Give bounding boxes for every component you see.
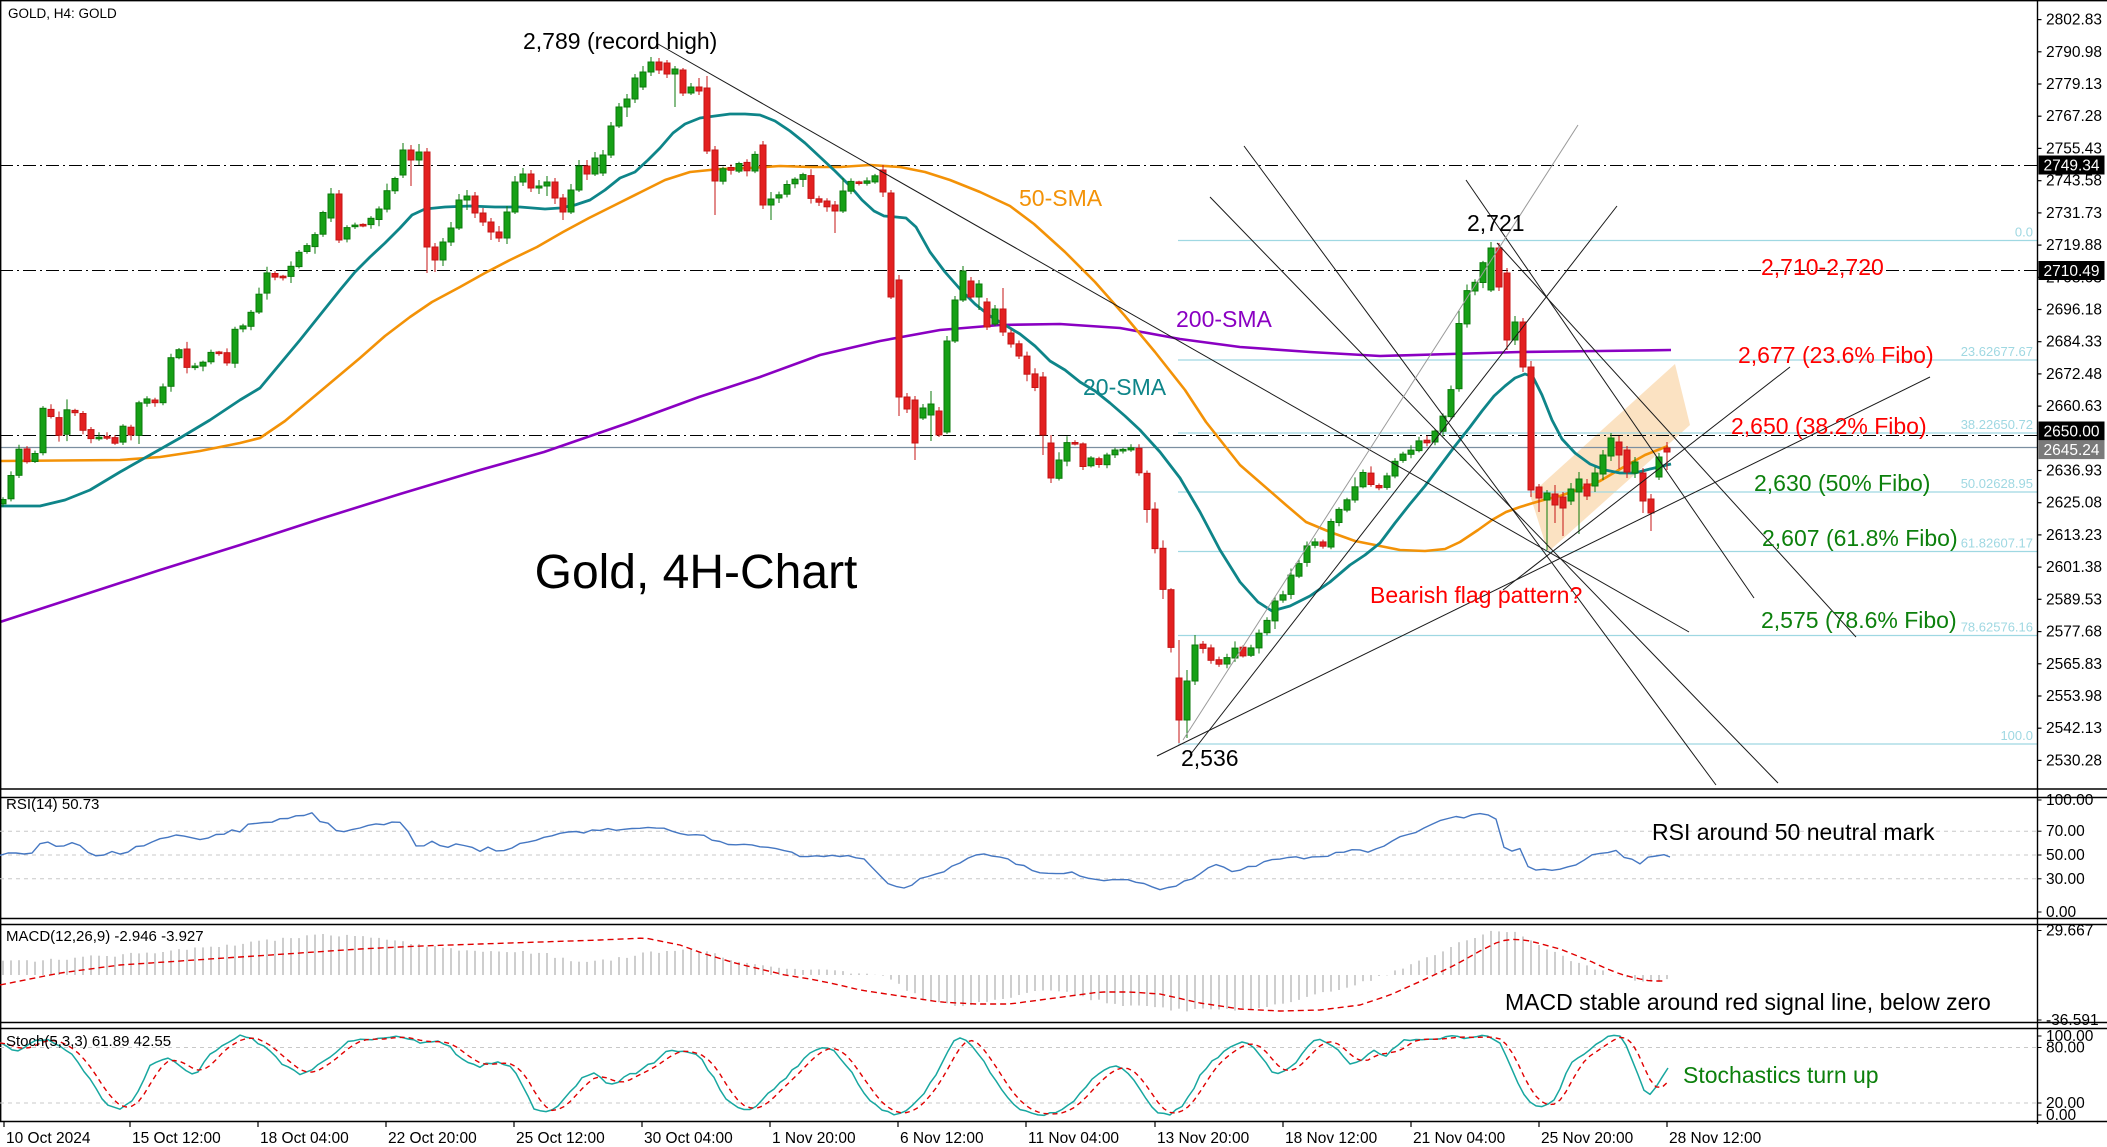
svg-text:2731.73: 2731.73 (2046, 205, 2102, 222)
svg-text:0.00: 0.00 (2046, 1107, 2077, 1124)
svg-text:2749.34: 2749.34 (2044, 158, 2100, 175)
svg-text:2542.13: 2542.13 (2046, 720, 2102, 737)
svg-text:2613.23: 2613.23 (2046, 527, 2102, 544)
svg-text:30 Oct 04:00: 30 Oct 04:00 (644, 1130, 733, 1147)
svg-text:23.62677.67: 23.62677.67 (1961, 344, 2033, 359)
svg-text:2,677 (23.6% Fibo): 2,677 (23.6% Fibo) (1738, 342, 1934, 368)
svg-text:2625.08: 2625.08 (2046, 495, 2102, 512)
svg-text:2,536: 2,536 (1181, 745, 1239, 771)
svg-text:2767.28: 2767.28 (2046, 108, 2102, 125)
svg-text:78.62576.16: 78.62576.16 (1961, 620, 2033, 635)
svg-text:21 Nov 04:00: 21 Nov 04:00 (1413, 1130, 1506, 1147)
svg-text:Stochastics turn up: Stochastics turn up (1683, 1062, 1879, 1088)
svg-text:Bearish flag pattern?: Bearish flag pattern? (1370, 582, 1582, 608)
svg-text:25 Oct 12:00: 25 Oct 12:00 (516, 1130, 605, 1147)
svg-text:38.22650.72: 38.22650.72 (1961, 417, 2033, 432)
svg-text:11 Nov 04:00: 11 Nov 04:00 (1028, 1130, 1119, 1147)
svg-text:30.00: 30.00 (2046, 871, 2085, 888)
svg-text:2,710-2,720: 2,710-2,720 (1761, 254, 1884, 280)
svg-text:2636.93: 2636.93 (2046, 463, 2102, 480)
svg-text:MACD(12,26,9) -2.946 -3.927: MACD(12,26,9) -2.946 -3.927 (6, 928, 204, 945)
svg-text:25 Nov 20:00: 25 Nov 20:00 (1541, 1130, 1634, 1147)
svg-text:2710.49: 2710.49 (2044, 263, 2100, 280)
svg-text:1 Nov 20:00: 1 Nov 20:00 (772, 1130, 856, 1147)
svg-text:80.00: 80.00 (2046, 1040, 2085, 1057)
svg-text:2802.83: 2802.83 (2046, 12, 2102, 29)
svg-text:2,650 (38.2% Fibo): 2,650 (38.2% Fibo) (1731, 413, 1927, 439)
svg-text:29.667: 29.667 (2046, 923, 2093, 940)
svg-text:6 Nov 12:00: 6 Nov 12:00 (900, 1130, 984, 1147)
svg-text:50.00: 50.00 (2046, 847, 2085, 864)
svg-text:2,721: 2,721 (1467, 210, 1525, 236)
svg-text:50-SMA: 50-SMA (1019, 185, 1103, 211)
svg-text:-36.591: -36.591 (2046, 1012, 2099, 1029)
svg-text:RSI around 50 neutral mark: RSI around 50 neutral mark (1652, 819, 1935, 845)
svg-text:2696.18: 2696.18 (2046, 302, 2102, 319)
svg-text:0.00: 0.00 (2046, 904, 2077, 921)
svg-text:100.00: 100.00 (2046, 792, 2094, 809)
svg-text:22 Oct 20:00: 22 Oct 20:00 (388, 1130, 477, 1147)
svg-text:18 Oct 04:00: 18 Oct 04:00 (260, 1130, 349, 1147)
svg-text:2645.24: 2645.24 (2044, 442, 2100, 459)
svg-text:2779.13: 2779.13 (2046, 76, 2102, 93)
svg-text:GOLD, H4: GOLD: GOLD, H4: GOLD (8, 6, 117, 21)
svg-text:2719.88: 2719.88 (2046, 237, 2102, 254)
svg-text:200-SMA: 200-SMA (1176, 306, 1273, 332)
svg-text:Gold, 4H-Chart: Gold, 4H-Chart (535, 546, 858, 599)
svg-text:2530.28: 2530.28 (2046, 752, 2102, 769)
svg-text:61.82607.17: 61.82607.17 (1961, 536, 2033, 551)
svg-text:MACD stable around red signal: MACD stable around red signal line, belo… (1505, 989, 1991, 1015)
svg-text:100.00: 100.00 (2046, 1028, 2094, 1045)
svg-text:Stoch(5,3,3) 61.89 42.55: Stoch(5,3,3) 61.89 42.55 (6, 1033, 171, 1050)
svg-text:2672.48: 2672.48 (2046, 366, 2102, 383)
svg-text:2790.98: 2790.98 (2046, 44, 2102, 61)
svg-text:2577.68: 2577.68 (2046, 624, 2102, 641)
svg-text:20.00: 20.00 (2046, 1095, 2085, 1112)
svg-text:2601.38: 2601.38 (2046, 559, 2102, 576)
svg-text:2755.43: 2755.43 (2046, 140, 2102, 157)
svg-text:20-SMA: 20-SMA (1083, 374, 1167, 400)
svg-text:10 Oct 2024: 10 Oct 2024 (6, 1130, 91, 1147)
svg-text:2650.00: 2650.00 (2044, 424, 2100, 441)
svg-text:2743.58: 2743.58 (2046, 173, 2102, 190)
svg-text:2565.83: 2565.83 (2046, 656, 2102, 673)
svg-text:13 Nov 20:00: 13 Nov 20:00 (1157, 1130, 1250, 1147)
svg-text:50.02628.95: 50.02628.95 (1961, 476, 2033, 491)
svg-text:2,789 (record high): 2,789 (record high) (523, 28, 717, 54)
svg-text:2660.63: 2660.63 (2046, 398, 2102, 415)
svg-text:RSI(14) 50.73: RSI(14) 50.73 (6, 796, 99, 813)
svg-text:15 Oct 12:00: 15 Oct 12:00 (132, 1130, 221, 1147)
svg-text:18 Nov 12:00: 18 Nov 12:00 (1285, 1130, 1378, 1147)
svg-text:2589.53: 2589.53 (2046, 591, 2102, 608)
svg-text:0.0: 0.0 (2015, 225, 2033, 240)
svg-text:2,575 (78.6% Fibo): 2,575 (78.6% Fibo) (1761, 607, 1957, 633)
svg-text:2684.33: 2684.33 (2046, 334, 2102, 351)
svg-text:2,607 (61.8% Fibo): 2,607 (61.8% Fibo) (1762, 525, 1958, 551)
svg-text:70.00: 70.00 (2046, 823, 2085, 840)
svg-text:2,630 (50% Fibo): 2,630 (50% Fibo) (1754, 470, 1930, 496)
svg-text:28 Nov 12:00: 28 Nov 12:00 (1669, 1130, 1762, 1147)
svg-text:100.0: 100.0 (2000, 728, 2033, 743)
svg-text:2553.98: 2553.98 (2046, 688, 2102, 705)
